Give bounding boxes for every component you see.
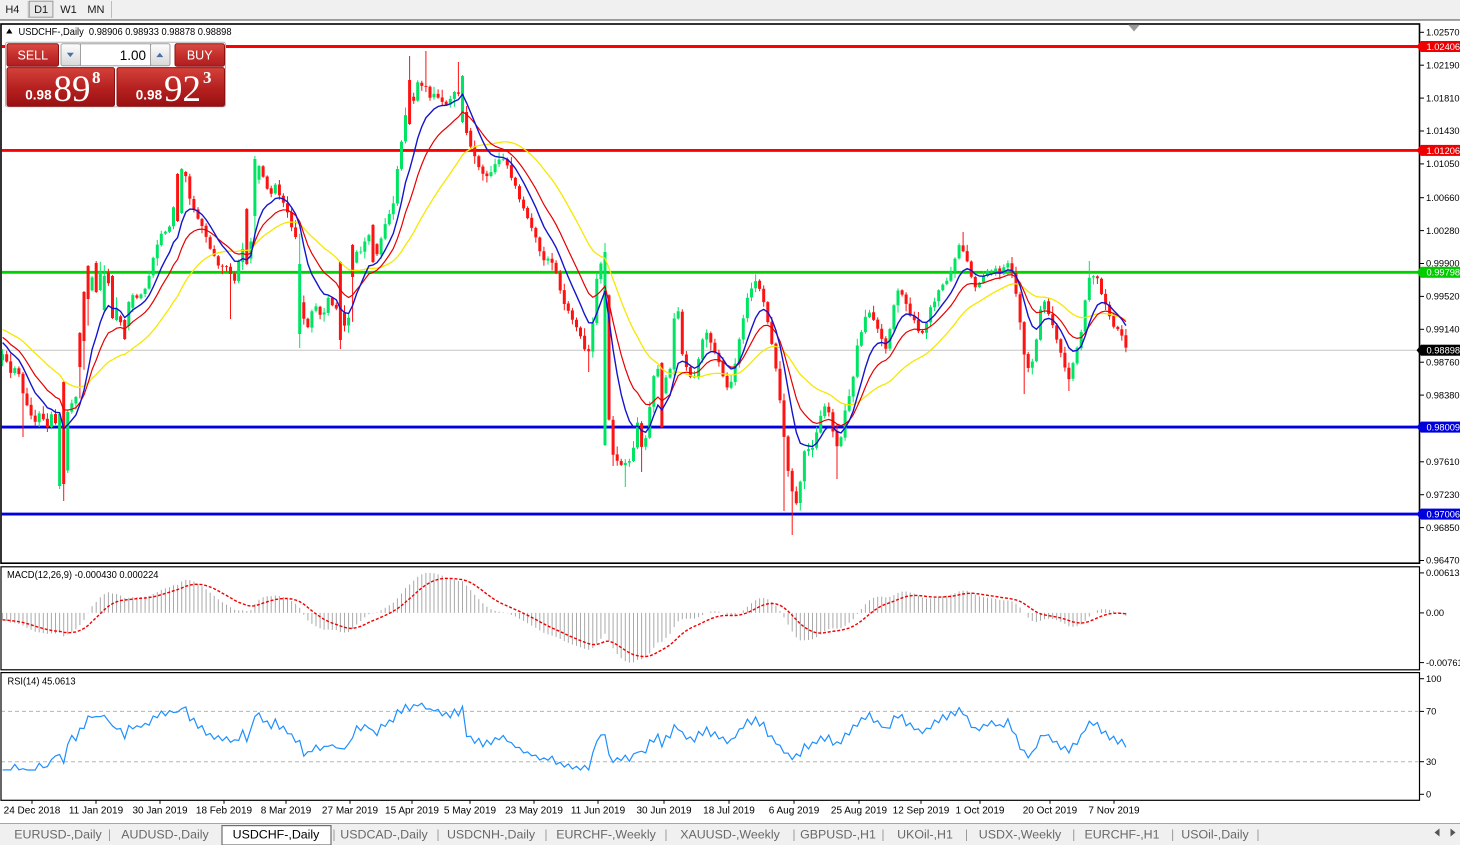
svg-text:|: |: [1072, 828, 1075, 842]
svg-text:15 Apr 2019: 15 Apr 2019: [385, 806, 439, 817]
svg-text:AUDUSD-,Daily: AUDUSD-,Daily: [121, 828, 209, 842]
svg-text:0.99520: 0.99520: [1426, 292, 1460, 302]
svg-text:89: 89: [54, 69, 91, 110]
svg-text:USDCHF-,Daily: USDCHF-,Daily: [233, 828, 321, 842]
svg-text:12 Sep 2019: 12 Sep 2019: [893, 806, 950, 817]
svg-text:USOil-,Daily: USOil-,Daily: [1181, 828, 1249, 842]
svg-text:|: |: [792, 828, 795, 842]
svg-text:0.96470: 0.96470: [1426, 556, 1460, 566]
svg-text:BUY: BUY: [187, 49, 213, 63]
svg-text:0.99798: 0.99798: [1427, 268, 1460, 278]
svg-text:1.00660: 1.00660: [1426, 193, 1460, 203]
svg-text:MN: MN: [87, 4, 104, 16]
svg-text:0.97230: 0.97230: [1426, 490, 1460, 500]
svg-text:30 Jan 2019: 30 Jan 2019: [132, 806, 187, 817]
svg-text:70: 70: [1426, 707, 1436, 717]
svg-text:0.00: 0.00: [1426, 608, 1444, 618]
svg-text:11 Jun 2019: 11 Jun 2019: [571, 806, 626, 817]
svg-text:UKOil-,H1: UKOil-,H1: [897, 828, 953, 842]
svg-text:0.98009: 0.98009: [1427, 423, 1460, 433]
svg-text:30 Jun 2019: 30 Jun 2019: [636, 806, 691, 817]
svg-text:D1: D1: [34, 4, 48, 16]
svg-text:USDCNH-,Daily: USDCNH-,Daily: [447, 828, 536, 842]
svg-text:27 Mar 2019: 27 Mar 2019: [322, 806, 379, 817]
svg-text:|: |: [332, 828, 335, 842]
svg-text:100: 100: [1426, 674, 1442, 684]
svg-text:0.99140: 0.99140: [1426, 325, 1460, 335]
svg-text:|: |: [881, 828, 884, 842]
svg-text:20 Oct 2019: 20 Oct 2019: [1023, 806, 1078, 817]
svg-text:|: |: [544, 828, 547, 842]
svg-text:1.01050: 1.01050: [1426, 159, 1460, 169]
svg-text:1.00280: 1.00280: [1426, 226, 1460, 236]
svg-text:USDX-,Weekly: USDX-,Weekly: [979, 828, 1062, 842]
svg-text:18 Jul 2019: 18 Jul 2019: [703, 806, 755, 817]
svg-text:W1: W1: [60, 4, 77, 16]
svg-text:11 Jan 2019: 11 Jan 2019: [69, 806, 124, 817]
svg-text:RSI(14) 45.0613: RSI(14) 45.0613: [8, 677, 76, 688]
svg-text:EURCHF-,H1: EURCHF-,H1: [1084, 828, 1159, 842]
svg-text:EURUSD-,Daily: EURUSD-,Daily: [14, 828, 102, 842]
svg-text:5 May 2019: 5 May 2019: [444, 806, 497, 817]
svg-text:7 Nov 2019: 7 Nov 2019: [1088, 806, 1140, 817]
svg-text:|: |: [1171, 828, 1174, 842]
svg-text:24 Dec 2018: 24 Dec 2018: [4, 806, 61, 817]
svg-text:0.98: 0.98: [25, 88, 52, 103]
svg-text:1.01206: 1.01206: [1427, 146, 1460, 156]
svg-text:EURCHF-,Weekly: EURCHF-,Weekly: [556, 828, 656, 842]
svg-text:GBPUSD-,H1: GBPUSD-,H1: [800, 828, 876, 842]
svg-text:1.00: 1.00: [120, 48, 146, 63]
svg-text:0.98380: 0.98380: [1426, 390, 1460, 400]
svg-text:0.97610: 0.97610: [1426, 457, 1460, 467]
svg-text:XAUUSD-,Weekly: XAUUSD-,Weekly: [680, 828, 780, 842]
svg-text:0.00613: 0.00613: [1426, 568, 1460, 578]
svg-text:1.02570: 1.02570: [1426, 28, 1460, 38]
svg-text:SELL: SELL: [18, 49, 49, 63]
svg-text:0.97006: 0.97006: [1427, 510, 1460, 520]
svg-text:H4: H4: [5, 4, 19, 16]
svg-text:|: |: [436, 828, 439, 842]
svg-text:8: 8: [92, 68, 101, 87]
svg-text:1.02406: 1.02406: [1427, 42, 1460, 52]
svg-text:USDCHF-,Daily 0.98906 0.98933: USDCHF-,Daily 0.98906 0.98933 0.98878 0.…: [19, 27, 232, 38]
svg-text:-0.007612: -0.007612: [1426, 658, 1460, 668]
svg-text:8 Mar 2019: 8 Mar 2019: [261, 806, 312, 817]
svg-text:3: 3: [203, 68, 212, 87]
svg-text:6 Aug 2019: 6 Aug 2019: [769, 806, 820, 817]
svg-text:1.02190: 1.02190: [1426, 60, 1460, 70]
svg-text:0.96850: 0.96850: [1426, 523, 1460, 533]
svg-text:1 Oct 2019: 1 Oct 2019: [956, 806, 1005, 817]
svg-text:USDCAD-,Daily: USDCAD-,Daily: [340, 828, 428, 842]
svg-text:1.01430: 1.01430: [1426, 126, 1460, 136]
svg-text:0: 0: [1426, 790, 1431, 800]
svg-text:MACD(12,26,9) -0.000430 0.0002: MACD(12,26,9) -0.000430 0.000224: [7, 570, 159, 581]
svg-text:|: |: [108, 828, 111, 842]
svg-text:0.98898: 0.98898: [1427, 346, 1460, 356]
svg-text:18 Feb 2019: 18 Feb 2019: [196, 806, 253, 817]
svg-text:30: 30: [1426, 757, 1436, 767]
svg-text:0.99900: 0.99900: [1426, 259, 1460, 269]
svg-text:25 Aug 2019: 25 Aug 2019: [831, 806, 888, 817]
svg-text:|: |: [1256, 828, 1259, 842]
svg-text:0.98: 0.98: [136, 88, 163, 103]
svg-text:0.98760: 0.98760: [1426, 357, 1460, 367]
svg-text:92: 92: [164, 69, 201, 110]
svg-text:|: |: [664, 828, 667, 842]
svg-text:1.01810: 1.01810: [1426, 93, 1460, 103]
svg-text:23 May 2019: 23 May 2019: [505, 806, 563, 817]
svg-text:|: |: [965, 828, 968, 842]
